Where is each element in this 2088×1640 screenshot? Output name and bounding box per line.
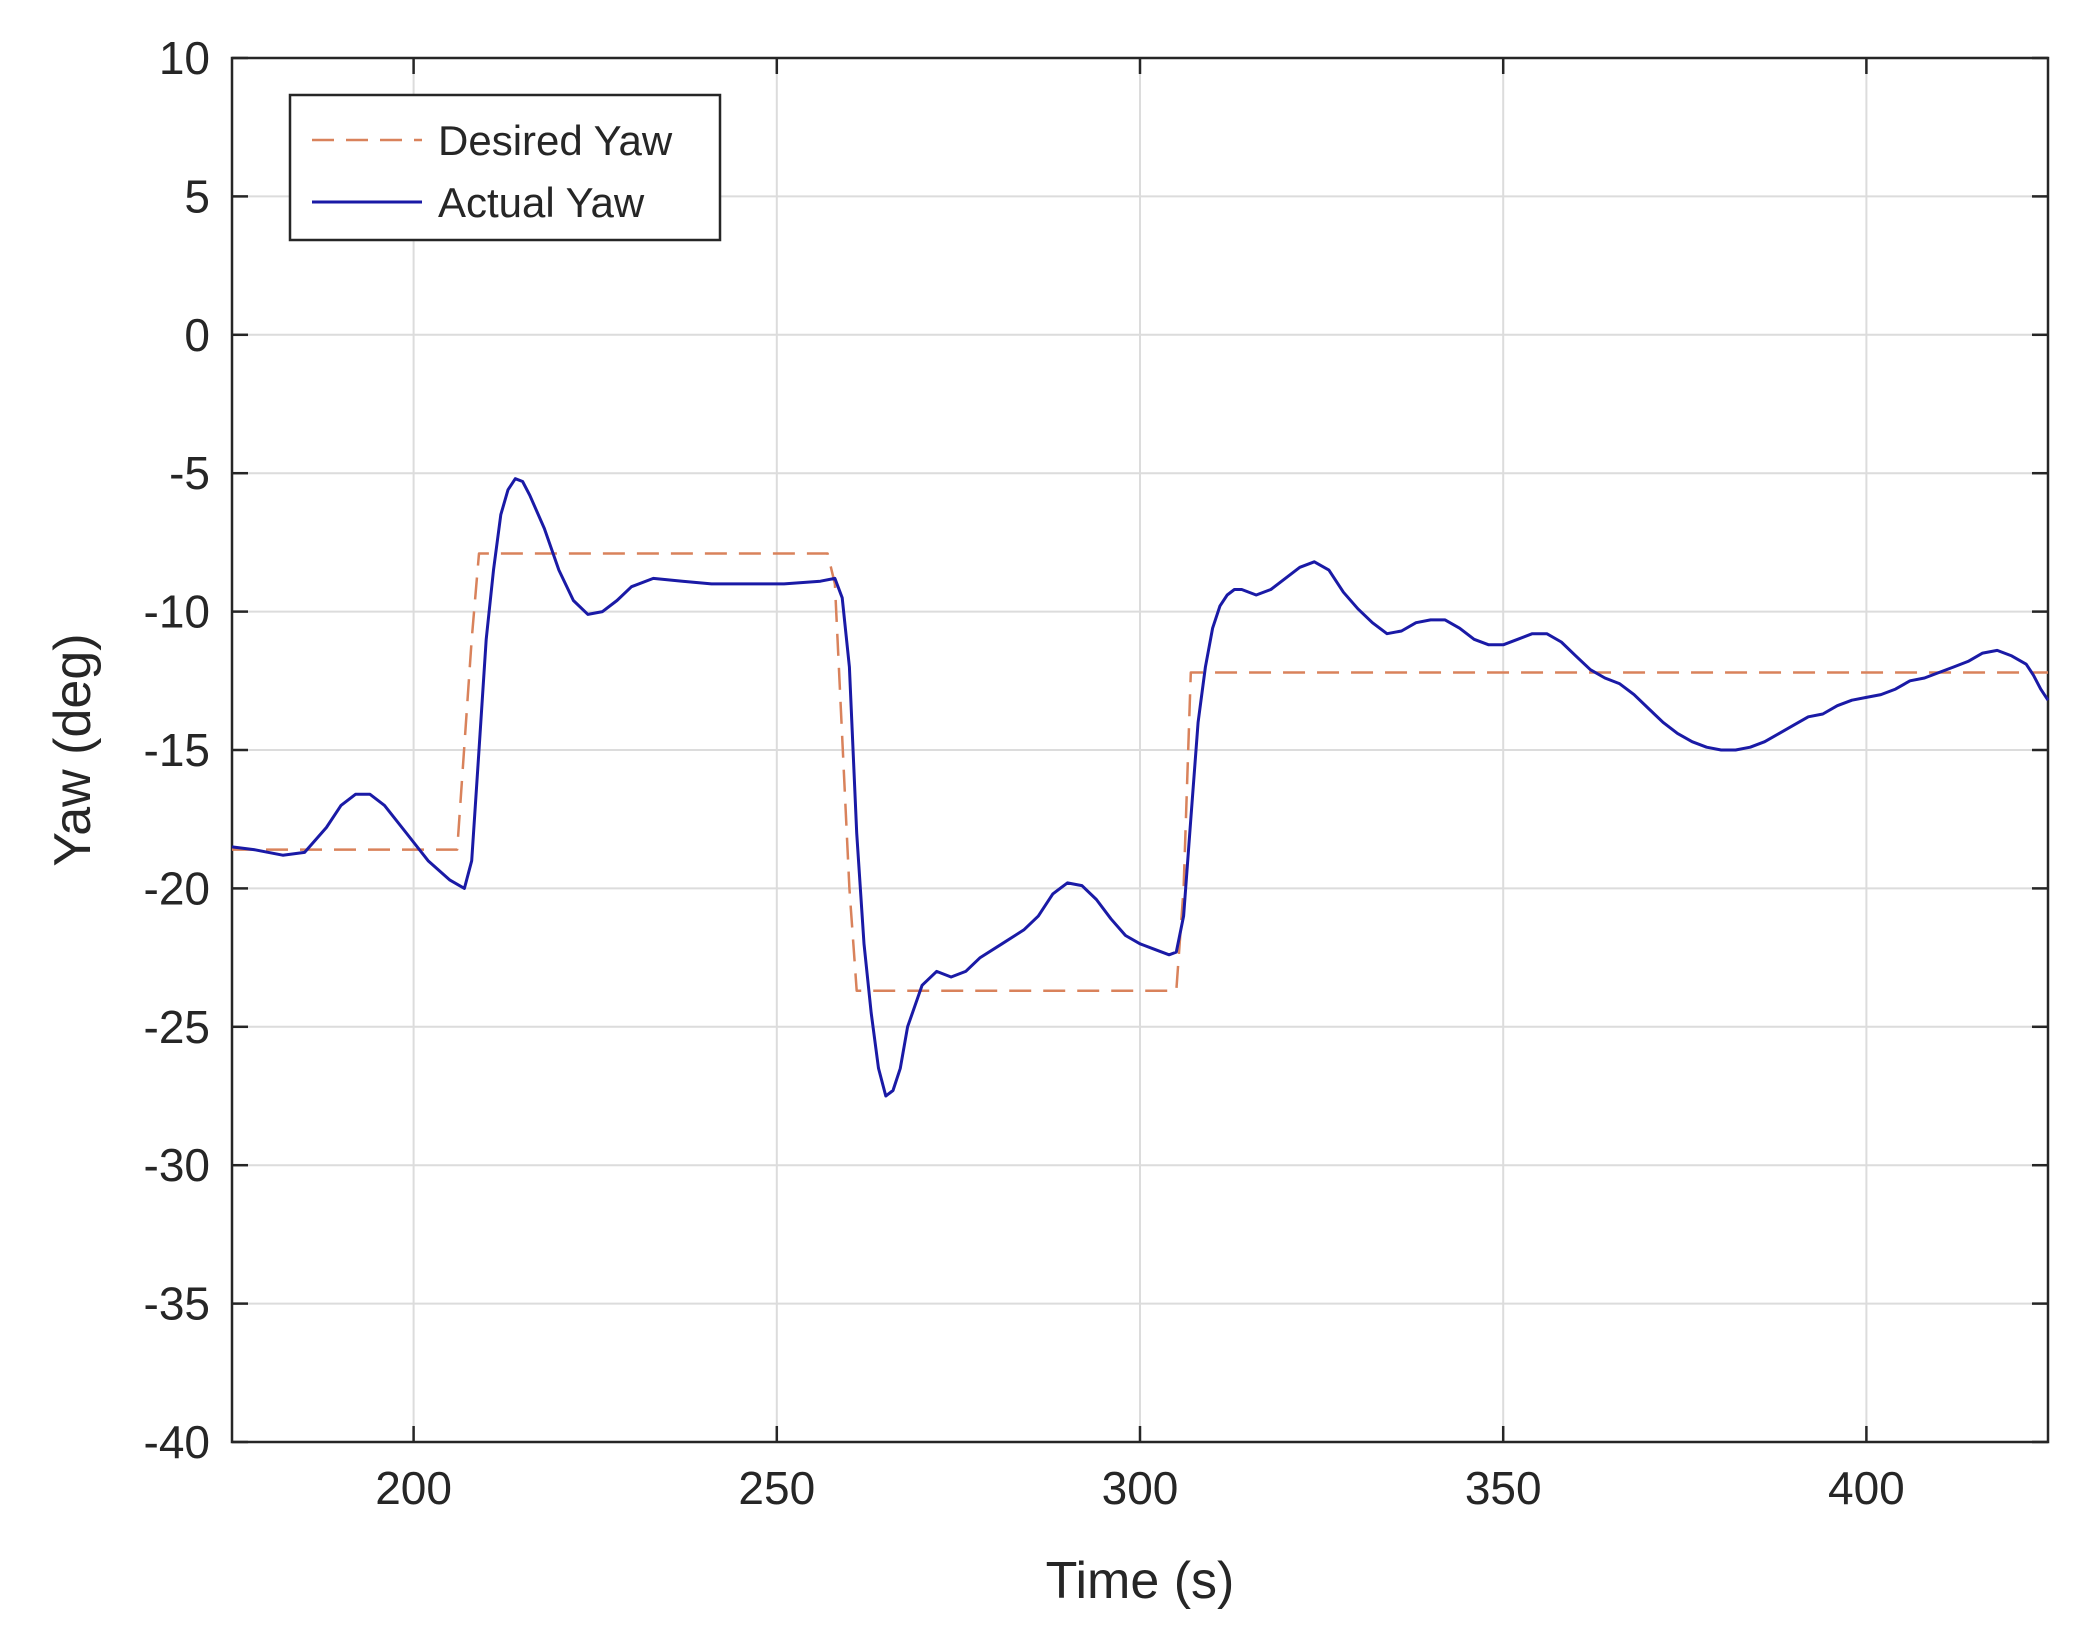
x-tick-label: 250: [738, 1462, 815, 1514]
legend-label: Desired Yaw: [438, 117, 673, 164]
y-tick-label: -40: [144, 1416, 210, 1468]
series-line-actual-yaw: [231, 477, 2050, 1098]
y-tick-label: 5: [184, 170, 210, 222]
y-tick-label: -10: [144, 586, 210, 638]
grid: [232, 57, 2048, 1443]
y-tick-label: -5: [169, 447, 210, 499]
legend: Desired Yaw Actual Yaw: [288, 93, 722, 242]
y-tick-label: 0: [184, 309, 210, 361]
x-axis-label: Time (s): [1046, 1552, 1235, 1610]
series-layer: [231, 477, 2050, 1098]
y-tick-label: -30: [144, 1139, 210, 1191]
series-line-desired-yaw: [232, 552, 2048, 993]
y-tick-label: -15: [144, 724, 210, 776]
y-tick-label: 10: [159, 32, 210, 84]
legend-box: [288, 93, 722, 242]
x-tick-label: 200: [375, 1462, 452, 1514]
y-tick-label: -20: [144, 862, 210, 914]
y-tick-label: -25: [144, 1001, 210, 1053]
y-tick-label: -35: [144, 1278, 210, 1330]
x-tick-label: 400: [1828, 1462, 1905, 1514]
ticks: 200 250 300 350 400 10 5 0 -5 -10 -15 -20 -25 -30 -35 -…: [144, 32, 2048, 1514]
legend-label: Actual Yaw: [438, 179, 645, 226]
x-tick-label: 350: [1465, 1462, 1542, 1514]
y-axis-label: Yaw (deg): [44, 633, 102, 866]
x-tick-label: 300: [1102, 1462, 1179, 1514]
